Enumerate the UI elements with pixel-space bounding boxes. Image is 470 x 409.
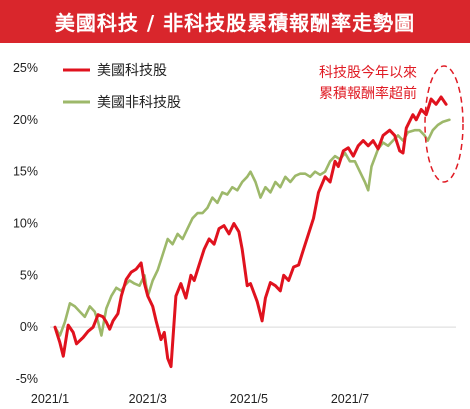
legend-label: 美國科技股	[97, 63, 167, 79]
y-tick-label: 5%	[20, 268, 38, 282]
line-chart: -5% 0% 5% 10% 15% 20% 25% 2021/1 2021/3 2021/5 202…	[13, 61, 464, 406]
annotation-text: 科技股今年以來	[319, 65, 417, 81]
chart-title-bar: 美國科技 / 非科技股累積報酬率走勢圖	[0, 0, 470, 43]
y-tick-label: 20%	[13, 113, 38, 127]
highlight-ellipse	[424, 65, 464, 183]
series-line-nontech	[53, 118, 451, 337]
y-tick-label: 0%	[20, 320, 38, 334]
annotation-text: 累積報酬率超前	[319, 85, 417, 102]
y-tick-label: 15%	[13, 165, 38, 179]
y-tick-label: 25%	[13, 61, 38, 75]
y-tick-label: 10%	[13, 217, 38, 231]
x-tick-label: 2021/1	[31, 392, 69, 406]
chart-title: 美國科技 / 非科技股累積報酬率走勢圖	[54, 11, 416, 35]
series-line-tech	[53, 95, 448, 369]
y-tick-label: -5%	[16, 372, 38, 386]
legend-label: 美國非科技股	[97, 95, 181, 111]
x-tick-label: 2021/5	[230, 392, 268, 406]
x-tick-label: 2021/7	[331, 392, 369, 406]
x-tick-label: 2021/3	[129, 392, 167, 406]
